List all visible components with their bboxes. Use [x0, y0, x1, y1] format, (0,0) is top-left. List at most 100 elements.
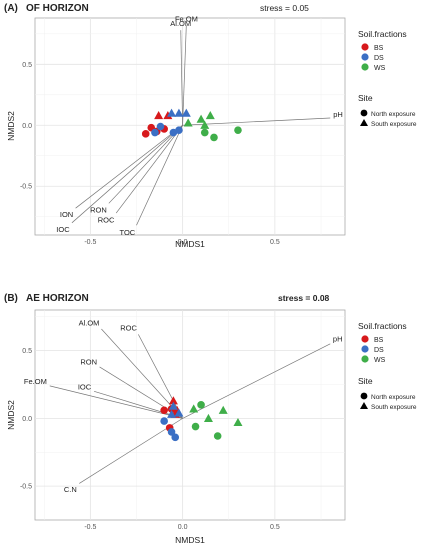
- point-south-ws: [189, 404, 199, 413]
- x-tick-label: 0.0: [178, 239, 188, 246]
- legend-a-south-marker: [360, 119, 368, 126]
- point-south-ws: [205, 111, 215, 120]
- point-north-ws: [213, 432, 222, 440]
- legend-b-south-label: South exposure: [371, 404, 417, 411]
- legend-b-ds-marker: [361, 345, 369, 353]
- vector-label: Al.OM: [79, 319, 100, 328]
- panel-a-title: OF HORIZON: [26, 3, 89, 14]
- panel-b-points: [160, 396, 243, 442]
- point-south-ds: [167, 108, 177, 117]
- vector-label: ION: [60, 210, 73, 219]
- point-north-ws: [191, 422, 200, 431]
- point-south-ds: [168, 401, 178, 410]
- vector-arrow: [180, 30, 183, 126]
- panel-a-ticks: -0.5 0.0 0.5 -0.5 0.0 0.5: [20, 62, 280, 246]
- panel-b-vectors: Al.OM ROC RON Fe.OM IOC pH C.N: [24, 319, 343, 494]
- vector-arrow: [115, 125, 183, 214]
- vector-arrow: [108, 125, 183, 204]
- point-south-ds: [174, 108, 184, 117]
- panel-b-title: AE HORIZON: [26, 293, 89, 304]
- point-north-ds: [151, 128, 159, 137]
- panel-b-ylabel: NMDS2: [6, 400, 16, 430]
- panel-b: (B) AE HORIZON stress = 0.08 Al.OM ROC RON…: [4, 293, 417, 545]
- y-tick-label: 0.5: [22, 348, 32, 355]
- panel-b-grid: [35, 310, 345, 520]
- point-south-ws: [200, 120, 210, 129]
- panel-a-grid: [35, 18, 345, 235]
- vector-label: pH: [333, 335, 343, 344]
- panel-a-points: [141, 108, 242, 142]
- panel-a-stress: stress = 0.05: [260, 3, 309, 13]
- legend-a-south-label: South exposure: [371, 121, 417, 128]
- legend-b-bs-marker: [361, 335, 369, 343]
- point-north-bs: [141, 130, 150, 138]
- x-tick-label: 0.5: [270, 524, 280, 531]
- x-tick-label: -0.5: [84, 524, 96, 531]
- panel-b-ticks: -0.5 0.0 0.5 -0.5 0.0 0.5: [20, 348, 280, 531]
- vector-arrow: [71, 125, 183, 224]
- vector-arrow: [182, 25, 187, 126]
- x-tick-label: 0.0: [178, 524, 188, 531]
- vector-label: Fe.OM: [175, 14, 198, 23]
- point-north-ds: [171, 433, 180, 442]
- point-south-ds: [174, 408, 184, 417]
- legend-a-ws-label: WS: [374, 65, 386, 72]
- vector-label: Fe.OM: [24, 377, 47, 386]
- panel-b-stress: stress = 0.08: [278, 293, 330, 303]
- vector-arrow: [79, 418, 183, 484]
- legend-a-bs-label: BS: [374, 45, 384, 52]
- vector-arrow: [49, 385, 183, 419]
- point-south-bs: [168, 396, 178, 405]
- vector-label: TOC: [120, 228, 136, 237]
- legend-b-north-marker: [360, 392, 368, 400]
- vector-label: pH: [333, 110, 343, 119]
- vector-label: Al.OM: [170, 19, 191, 28]
- vector-arrow: [101, 328, 183, 419]
- panel-a-xlabel: NMDS1: [175, 239, 205, 249]
- point-south-ws: [183, 118, 193, 127]
- point-south-bs: [154, 111, 164, 120]
- point-north-ws: [210, 133, 218, 142]
- vector-label: IOC: [78, 382, 92, 391]
- vector-label: RON: [90, 205, 107, 214]
- point-south-ds: [181, 108, 191, 117]
- point-south-ws: [233, 417, 243, 427]
- legend-b-north-label: North exposure: [371, 394, 416, 401]
- legend-b-south-marker: [360, 402, 368, 409]
- legend-b-ws-marker: [361, 355, 369, 363]
- panel-b-xlabel: NMDS1: [175, 535, 205, 545]
- y-tick-label: -0.5: [20, 484, 32, 491]
- legend-a-ds-marker: [361, 53, 369, 61]
- legend-a-bs-marker: [361, 43, 369, 51]
- point-south-ws: [218, 405, 228, 414]
- legend-b-bs-label: BS: [374, 337, 384, 344]
- legend-a-north-label: North exposure: [371, 111, 416, 118]
- point-north-ws: [197, 401, 205, 409]
- legend-a-title-fractions: Soil.fractions: [358, 29, 407, 39]
- vector-label: RON: [80, 357, 97, 366]
- legend-a-ws-marker: [361, 63, 369, 71]
- vector-label: ROC: [120, 324, 137, 333]
- x-tick-label: -0.5: [84, 239, 96, 246]
- legend-b-ws-label: WS: [374, 357, 386, 364]
- point-north-ds: [167, 428, 176, 436]
- panel-b-legend: Soil.fractions BS DS WS Site North expos…: [358, 321, 417, 411]
- panel-a-ylabel: NMDS2: [6, 111, 16, 141]
- vector-arrow: [182, 343, 331, 419]
- point-north-ds: [160, 417, 168, 425]
- x-tick-label: 0.5: [270, 239, 280, 246]
- panel-b-label: (B): [4, 293, 18, 304]
- vector-label: IOC: [56, 225, 70, 234]
- legend-a-north-marker: [360, 109, 368, 117]
- y-tick-label: -0.5: [20, 184, 32, 191]
- y-tick-label: 0.0: [22, 416, 32, 423]
- legend-b-title-site: Site: [358, 376, 373, 386]
- vector-label: ROC: [98, 215, 115, 224]
- vector-arrow: [182, 117, 331, 126]
- y-tick-label: 0.5: [22, 62, 32, 69]
- point-north-ds: [175, 126, 183, 134]
- legend-a-ds-label: DS: [374, 55, 384, 62]
